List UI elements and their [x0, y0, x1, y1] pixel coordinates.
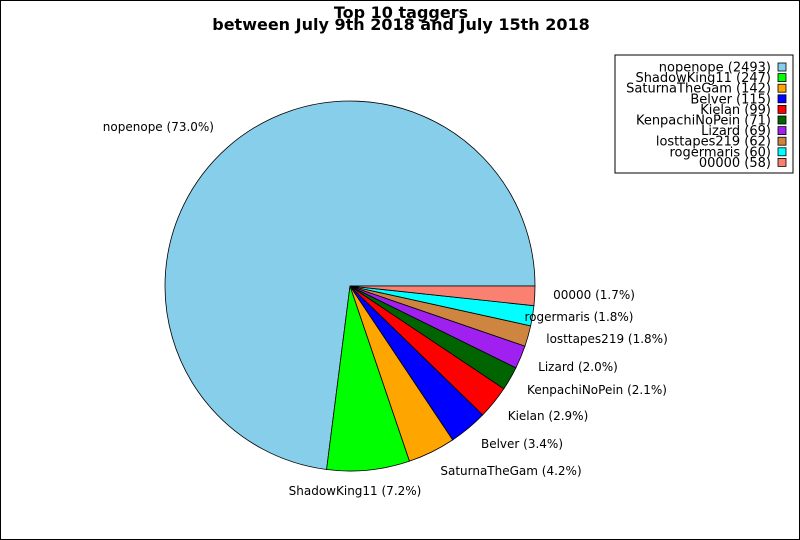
slice-label-kielan: Kielan (2.9%)	[508, 409, 589, 423]
slice-label-00000: 00000 (1.7%)	[553, 288, 635, 302]
chart-subtitle: between July 9th 2018 and July 15th 2018	[212, 15, 590, 34]
slice-label-belver: Belver (3.4%)	[481, 437, 563, 451]
slice-label-rogermaris: rogermaris (1.8%)	[525, 310, 634, 324]
pie-slice-labels: nopenope (73.0%) ShadowKing11 (7.2%) Satur…	[103, 120, 668, 498]
slice-label-saturnathegam: SaturnaTheGam (4.2%)	[440, 464, 581, 478]
legend-label-saturnathegam: SaturnaTheGam (142)	[626, 82, 771, 97]
legend-swatch-shadowking11	[777, 73, 787, 82]
legend-items: nopenope (2493)ShadowKing11 (247)Saturna…	[626, 61, 787, 171]
chart-title: Top 10 taggers	[334, 3, 468, 22]
legend-label-lizard: Lizard (69)	[701, 124, 771, 139]
pie-slices	[164, 100, 536, 472]
slice-label-kenpachinopein: KenpachiNoPein (2.1%)	[527, 383, 667, 397]
legend-swatch-rogermaris	[777, 147, 787, 157]
slice-label-shadowking11: ShadowKing11 (7.2%)	[289, 484, 422, 498]
legend: nopenope (2493)ShadowKing11 (247)Saturna…	[614, 54, 794, 174]
legend-box	[614, 54, 794, 174]
legend-label-kielan: Kielan (99)	[700, 103, 771, 118]
legend-label-shadowking11: ShadowKing11 (247)	[635, 71, 771, 86]
slice-label-losttapes219: losttapes219 (1.8%)	[546, 332, 668, 346]
legend-swatch-00000	[777, 157, 787, 167]
legend-swatch-lizard	[777, 126, 787, 135]
slice-label-lizard: Lizard (2.0%)	[538, 360, 618, 374]
legend-swatch-kielan	[777, 105, 787, 114]
legend-label-nopenope: nopenope (2493)	[659, 61, 771, 76]
legend-label-kenpachinopein: KenpachiNoPein (71)	[636, 114, 771, 129]
pie-slice-nopenope	[164, 100, 536, 470]
legend-swatch-saturnathegam	[777, 83, 787, 93]
legend-swatch-belver	[777, 94, 787, 104]
legend-label-rogermaris: rogermaris (60)	[669, 145, 771, 160]
pie-slice-00000	[349, 285, 536, 307]
legend-swatch-kenpachinopein	[777, 115, 787, 125]
legend-swatch-nopenope	[777, 62, 787, 72]
legend-label-losttapes219: losttapes219 (62)	[656, 135, 771, 150]
slice-label-nopenope: nopenope (73.0%)	[103, 120, 214, 134]
legend-label-belver: Belver (115)	[690, 92, 771, 107]
legend-swatch-losttapes219	[777, 136, 787, 146]
legend-label-00000: 00000 (58)	[699, 156, 771, 171]
